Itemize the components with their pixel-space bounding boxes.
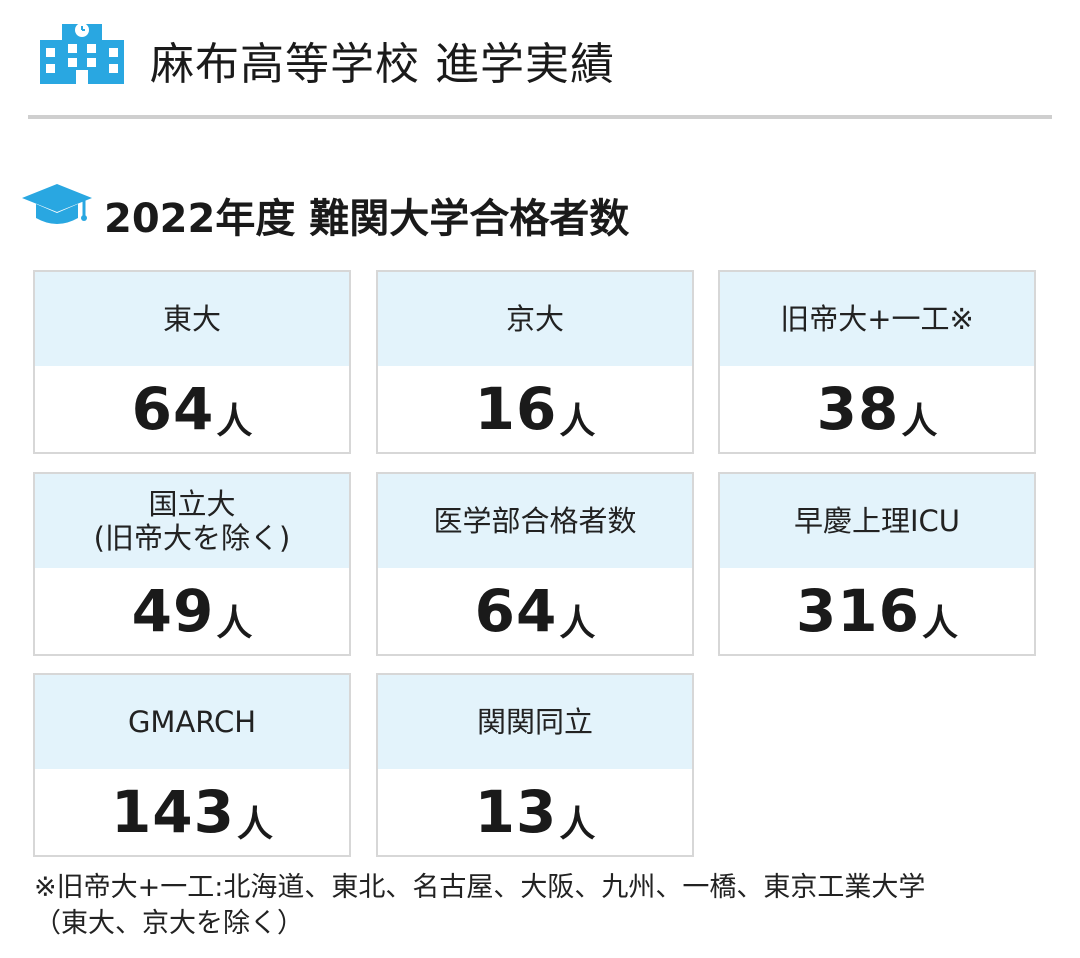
card-unit: 人 <box>922 603 959 644</box>
card-value: 143 人 <box>35 769 349 855</box>
card-label: 京大 <box>378 272 692 366</box>
card-count: 13 <box>474 778 558 846</box>
card-label: 早慶上理ICU <box>720 474 1034 568</box>
card-value: 64 人 <box>35 366 349 452</box>
card-unit: 人 <box>559 603 596 644</box>
card-unit: 人 <box>559 804 596 845</box>
card-unit: 人 <box>901 401 938 442</box>
card-unit: 人 <box>216 603 253 644</box>
result-card-gmarch: GMARCH 143 人 <box>33 673 351 857</box>
result-card-medical: 医学部合格者数 64 人 <box>376 472 694 656</box>
section-title: 2022年度 難関大学合格者数 <box>104 196 630 242</box>
card-label: 医学部合格者数 <box>378 474 692 568</box>
card-count: 64 <box>474 577 558 645</box>
result-card-soukei: 早慶上理ICU 316 人 <box>718 472 1036 656</box>
card-value: 316 人 <box>720 568 1034 654</box>
page-title: 麻布高等学校 進学実績 <box>150 39 615 90</box>
card-count: 143 <box>110 778 236 846</box>
card-count: 316 <box>795 577 921 645</box>
card-label: 国立大 (旧帝大を除く) <box>35 474 349 568</box>
card-value: 38 人 <box>720 366 1034 452</box>
card-label: GMARCH <box>35 675 349 769</box>
card-label: 旧帝大+一工※ <box>720 272 1034 366</box>
result-card-national: 国立大 (旧帝大を除く) 49 人 <box>33 472 351 656</box>
footnote: ※旧帝大+一工:北海道、東北、名古屋、大阪、九州、一橋、東京工業大学 （東大、京… <box>34 870 1064 942</box>
result-card-kankandouritsu: 関関同立 13 人 <box>376 673 694 857</box>
card-label: 関関同立 <box>378 675 692 769</box>
card-label: 東大 <box>35 272 349 366</box>
page-header: 麻布高等学校 進学実績 <box>28 0 1052 119</box>
school-building-icon <box>40 23 124 84</box>
card-value: 49 人 <box>35 568 349 654</box>
card-count: 38 <box>816 375 900 443</box>
card-value: 13 人 <box>378 769 692 855</box>
card-count: 49 <box>131 577 215 645</box>
card-unit: 人 <box>216 401 253 442</box>
card-unit: 人 <box>559 401 596 442</box>
result-card-kyodai: 京大 16 人 <box>376 270 694 454</box>
result-card-kyuteidai: 旧帝大+一工※ 38 人 <box>718 270 1036 454</box>
card-value: 16 人 <box>378 366 692 452</box>
footnote-line-1: ※旧帝大+一工:北海道、東北、名古屋、大阪、九州、一橋、東京工業大学 <box>34 872 926 903</box>
card-unit: 人 <box>237 804 274 845</box>
graduation-cap-icon <box>22 184 92 224</box>
card-count: 16 <box>474 375 558 443</box>
result-card-todai: 東大 64 人 <box>33 270 351 454</box>
card-value: 64 人 <box>378 568 692 654</box>
footnote-line-2: （東大、京大を除く） <box>34 908 304 939</box>
card-count: 64 <box>131 375 215 443</box>
